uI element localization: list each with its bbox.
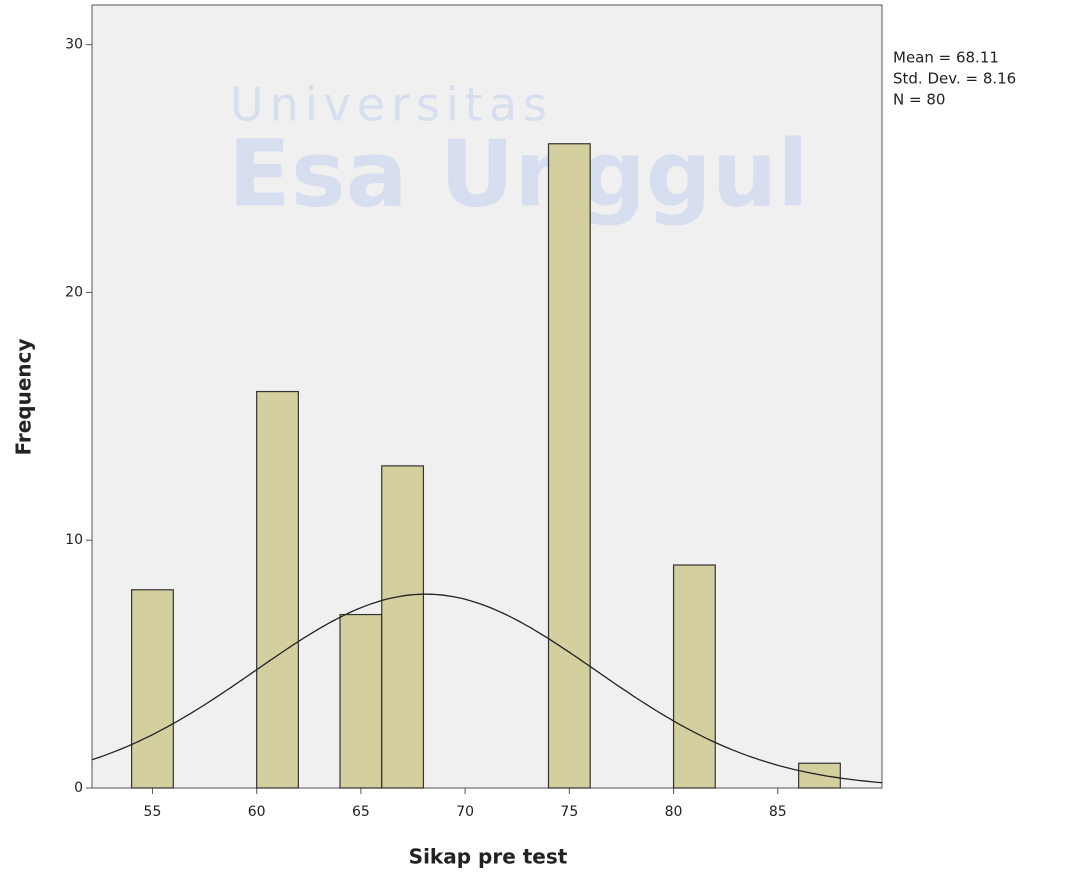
x-axis-label: Sikap pre test — [409, 845, 568, 869]
x-tick-label: 55 — [144, 804, 162, 820]
bar — [131, 589, 174, 789]
stats-label: Std. Dev. = 8.16 — [893, 70, 1016, 88]
bar — [339, 613, 383, 789]
x-tick-label: 75 — [560, 804, 578, 820]
x-tick-label: 60 — [248, 804, 266, 820]
y-tick-label: 10 — [65, 532, 83, 548]
x-tick-label: 85 — [769, 804, 787, 820]
bar — [672, 564, 716, 789]
watermark: Universitas — [230, 78, 553, 132]
normal-curve — [91, 593, 883, 784]
watermark: Esa Unggul — [228, 120, 809, 227]
plot-area — [91, 4, 883, 789]
y-tick-label: 20 — [65, 284, 83, 300]
x-tick-label: 65 — [352, 804, 370, 820]
bar — [256, 390, 299, 789]
x-tick-label: 70 — [456, 804, 474, 820]
y-axis-label: Frequency — [12, 338, 36, 455]
x-tick-label: 80 — [665, 804, 683, 820]
bar — [547, 143, 591, 789]
bar — [381, 465, 425, 789]
y-tick-label: 0 — [74, 780, 83, 796]
stats-label: Mean = 68.11 — [893, 49, 999, 67]
y-tick-label: 30 — [65, 37, 83, 53]
stats-label: N = 80 — [893, 91, 945, 109]
bar — [798, 762, 841, 789]
